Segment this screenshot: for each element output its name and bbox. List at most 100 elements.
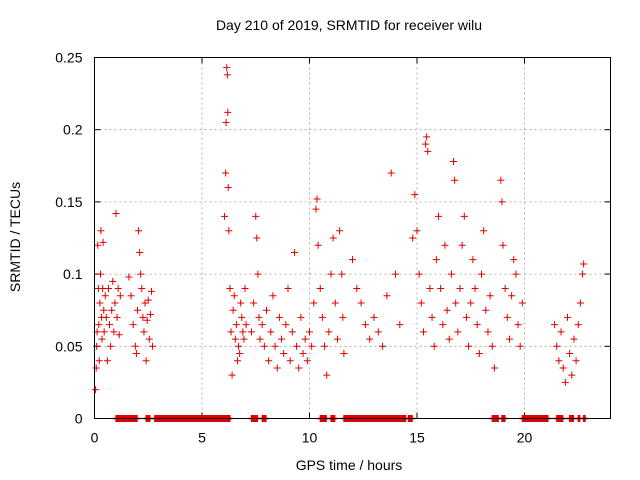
data-point: [223, 64, 231, 72]
data-point: [486, 292, 494, 300]
data-point: [428, 313, 436, 321]
data-point: [267, 328, 275, 336]
data-point: [419, 328, 427, 336]
data-point: [559, 364, 567, 372]
data-point: [497, 176, 505, 184]
data-point: [415, 270, 423, 278]
data-point: [140, 328, 148, 336]
data-point: [557, 328, 565, 336]
data-point: [435, 212, 442, 220]
data-point: [518, 299, 526, 307]
x-axis-label: GPS time / hours: [296, 457, 403, 473]
data-point: [349, 256, 356, 264]
data-point: [141, 299, 149, 307]
y-tick-label: 0: [75, 411, 83, 427]
data-point: [252, 212, 260, 220]
data-point: [327, 270, 335, 278]
data-point: [323, 371, 331, 379]
data-point: [303, 357, 311, 365]
data-point: [299, 350, 307, 358]
data-point: [314, 241, 322, 249]
data-point: [366, 335, 374, 343]
data-point: [237, 299, 245, 307]
data-point: [125, 273, 133, 281]
x-tick-label: 5: [198, 430, 206, 446]
data-point: [144, 296, 152, 304]
data-point: [256, 335, 264, 343]
data-point: [95, 357, 103, 365]
data-point: [134, 306, 141, 314]
data-point: [275, 313, 283, 321]
data-point: [574, 321, 582, 329]
data-point: [465, 342, 473, 350]
grid-layer: [94, 57, 611, 419]
data-point: [471, 285, 479, 293]
x-tick-label: 0: [91, 430, 99, 446]
data-point: [426, 285, 434, 293]
data-point: [306, 328, 313, 336]
data-point: [260, 342, 268, 350]
data-point: [508, 292, 516, 300]
data-point: [269, 292, 277, 300]
data-point: [235, 342, 243, 350]
y-axis-label: SRMTID / TECUs: [7, 182, 23, 292]
chart-title: Day 210 of 2019, SRMTID for receiver wil…: [216, 17, 482, 33]
data-point: [310, 299, 318, 307]
data-point: [112, 209, 120, 217]
data-point: [339, 313, 347, 321]
data-point: [149, 342, 157, 350]
data-point: [510, 256, 518, 264]
data-point: [146, 311, 154, 319]
data-point: [297, 313, 305, 321]
x-tick-label: 20: [517, 430, 533, 446]
data-point: [295, 364, 303, 372]
data-point: [488, 342, 496, 350]
data-point: [106, 321, 114, 329]
data-point: [452, 299, 460, 307]
data-point: [138, 285, 146, 293]
data-point: [316, 285, 324, 293]
data-point: [102, 313, 110, 321]
data-point: [278, 335, 286, 343]
data-point: [273, 364, 281, 372]
data-point: [432, 256, 440, 264]
data-point: [329, 234, 337, 242]
data-point: [516, 342, 524, 350]
data-point: [254, 270, 262, 278]
data-point: [336, 227, 344, 235]
data-point: [445, 335, 453, 343]
data-point: [447, 270, 455, 278]
data-point: [92, 386, 100, 394]
data-point: [142, 357, 150, 365]
data-point: [512, 270, 520, 278]
data-point: [308, 342, 316, 350]
data-point: [462, 313, 470, 321]
data-point: [353, 285, 361, 293]
data-point: [233, 357, 241, 365]
data-point: [135, 227, 143, 235]
data-point: [325, 328, 333, 336]
data-point: [370, 313, 378, 321]
data-point: [501, 285, 509, 293]
data-point: [469, 256, 477, 264]
data-point: [114, 285, 122, 293]
data-point: [460, 212, 468, 220]
data-point: [482, 306, 490, 314]
data-point: [572, 357, 580, 365]
data-point: [242, 321, 250, 329]
x-tick-label: 15: [409, 430, 425, 446]
data-point: [387, 169, 395, 177]
y-tick-label: 0.15: [55, 194, 82, 210]
data-point: [255, 313, 263, 321]
data-point: [313, 195, 321, 203]
data-point: [92, 364, 100, 372]
data-point: [104, 285, 112, 293]
data-point: [318, 313, 326, 321]
data-point: [561, 378, 569, 386]
data-point: [224, 183, 232, 191]
data-point: [129, 321, 137, 329]
data-point: [505, 335, 513, 343]
data-point: [103, 357, 111, 365]
data-point: [423, 133, 431, 141]
